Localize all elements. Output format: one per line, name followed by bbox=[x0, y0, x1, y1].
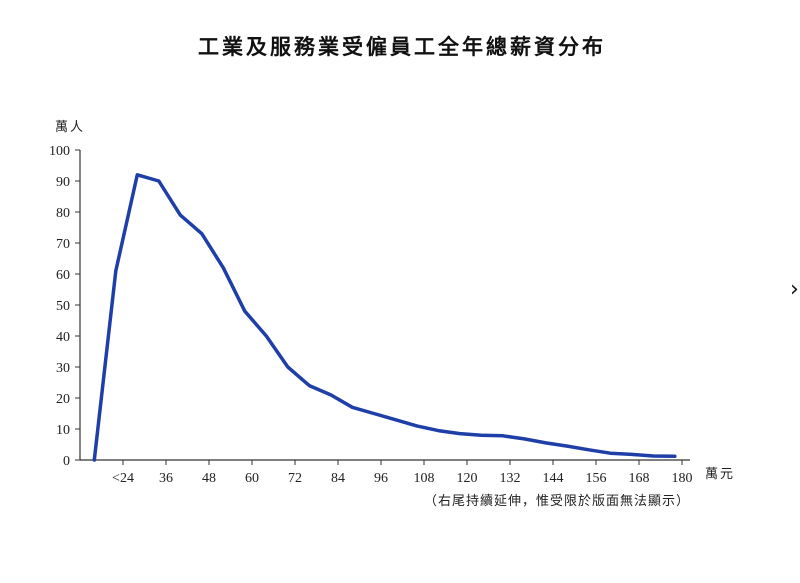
chevron-right-icon[interactable]: › bbox=[790, 277, 799, 302]
data-point bbox=[673, 455, 677, 458]
data-point bbox=[437, 429, 440, 432]
data-point bbox=[286, 365, 290, 369]
y-tick-label: 0 bbox=[63, 454, 70, 469]
data-point bbox=[372, 412, 376, 415]
x-tick-label: 108 bbox=[414, 471, 435, 486]
axis-ticks: 0 10 20 30 40 50 60 70 80 90 100 <24 36 48 60 72 84 96 108… bbox=[49, 144, 693, 486]
data-point bbox=[523, 437, 526, 441]
data-point bbox=[652, 454, 655, 458]
y-tick-label: 30 bbox=[56, 361, 70, 376]
y-tick-label: 80 bbox=[56, 206, 70, 221]
y-axis-unit-label: 萬人 bbox=[55, 120, 85, 135]
data-point bbox=[93, 458, 96, 462]
x-tick-label: 168 bbox=[629, 471, 650, 486]
data-point bbox=[587, 448, 591, 451]
series-group bbox=[92, 173, 677, 462]
chart-footnote: （右尾持續延伸，惟受限於版面無法顯示） bbox=[424, 493, 690, 509]
y-tick-label: 50 bbox=[56, 299, 70, 314]
x-tick-label: 156 bbox=[586, 471, 607, 486]
data-point bbox=[480, 434, 483, 437]
y-tick-label: 40 bbox=[56, 330, 70, 345]
data-point bbox=[222, 266, 225, 269]
data-point bbox=[630, 453, 634, 456]
data-point bbox=[544, 441, 548, 445]
data-point bbox=[265, 334, 268, 338]
data-point bbox=[609, 451, 612, 455]
data-point bbox=[415, 424, 419, 428]
x-tick-label: 84 bbox=[331, 471, 345, 486]
data-point bbox=[458, 432, 462, 435]
data-point bbox=[179, 213, 182, 217]
data-point bbox=[566, 444, 569, 448]
data-point bbox=[243, 310, 247, 313]
y-tick-label: 10 bbox=[56, 423, 70, 438]
data-point bbox=[394, 418, 397, 421]
x-tick-label: 72 bbox=[288, 471, 302, 486]
chart-title: 工業及服務業受僱員工全年總薪資分布 bbox=[198, 35, 606, 59]
data-point bbox=[351, 406, 354, 409]
x-tick-label: 180 bbox=[672, 471, 693, 486]
x-tick-label: 144 bbox=[543, 471, 564, 486]
x-axis-unit-label: 萬元 bbox=[705, 467, 735, 482]
data-point bbox=[329, 393, 333, 397]
x-tick-label: 48 bbox=[202, 471, 216, 486]
y-tick-label: 60 bbox=[56, 268, 70, 283]
data-point bbox=[308, 384, 311, 387]
x-tick-label: 60 bbox=[245, 471, 259, 486]
data-point bbox=[114, 269, 118, 273]
data-point bbox=[501, 434, 505, 438]
series-line bbox=[92, 173, 677, 462]
data-point bbox=[136, 173, 139, 176]
y-tick-label: 20 bbox=[56, 392, 70, 407]
data-point bbox=[157, 179, 161, 183]
x-tick-label: 120 bbox=[457, 471, 478, 486]
y-tick-label: 100 bbox=[49, 144, 70, 159]
x-tick-label: 132 bbox=[500, 471, 521, 486]
y-tick-label: 90 bbox=[56, 175, 70, 190]
x-tick-label: <24 bbox=[112, 471, 134, 486]
x-tick-label: 36 bbox=[159, 471, 173, 486]
data-point bbox=[200, 232, 204, 235]
y-tick-label: 70 bbox=[56, 237, 70, 252]
x-tick-label: 96 bbox=[374, 471, 388, 486]
